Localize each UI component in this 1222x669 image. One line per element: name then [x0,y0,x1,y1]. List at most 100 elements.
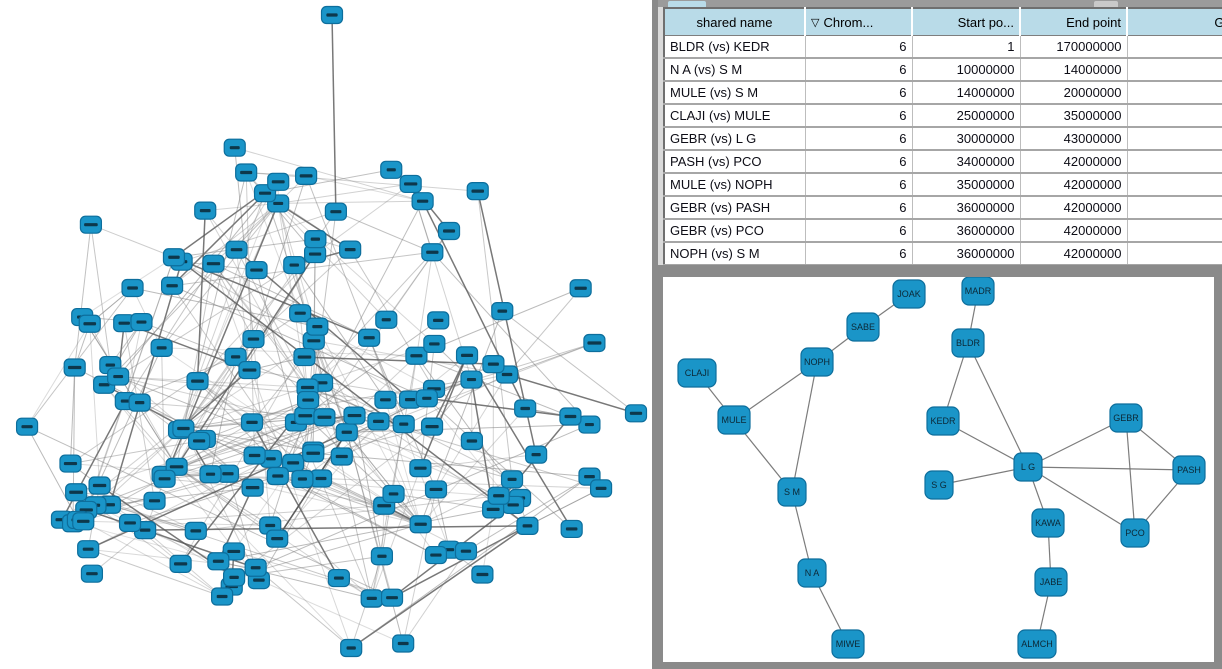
network-edge[interactable] [313,452,590,478]
network-edge[interactable] [26,287,133,427]
network-edge[interactable] [176,421,297,468]
network-overview-graph[interactable] [0,0,652,669]
network-edge[interactable] [277,203,309,401]
network-edge[interactable] [346,431,422,525]
table-cell[interactable]: 42000000 [1020,173,1128,197]
network-edge[interactable] [176,466,352,649]
table-cell[interactable]: CLAJI (vs) MULE [664,104,806,128]
network-edge[interactable] [249,369,427,399]
column-header-chrom[interactable]: ▽ Chrom... [805,8,913,36]
network-edge[interactable] [109,487,253,506]
table-cell[interactable]: GEBR (vs) PCO [664,219,806,243]
network-edge[interactable] [321,382,513,480]
table-cell[interactable]: 36000000 [912,196,1021,220]
table-cell[interactable]: 9.9 [1127,242,1222,266]
network-node-SM[interactable] [777,477,807,507]
scrollbar-thumb[interactable] [668,1,706,7]
network-edge[interactable] [26,426,393,599]
network-edge[interactable] [103,203,279,386]
network-edge[interactable] [234,147,423,202]
network-edge[interactable] [26,323,91,427]
panel-divider[interactable] [652,0,658,265]
network-edge[interactable] [527,487,602,527]
table-cell[interactable]: 6 [805,81,913,105]
network-edge[interactable] [81,316,178,468]
network-edge[interactable] [117,264,295,377]
table-cell[interactable]: 14000000 [1020,58,1128,82]
table-row[interactable]: N A (vs) S M610000000140000006.6 [664,58,1222,82]
table-row[interactable]: CLAJI (vs) MULE625000000350000005.9 [664,104,1222,128]
table-cell[interactable]: 30000000 [912,127,1021,151]
network-node-LG[interactable] [1013,452,1043,482]
table-cell[interactable]: BLDR (vs) KEDR [664,35,806,59]
network-edge[interactable] [178,340,315,431]
network-edge[interactable] [313,342,595,452]
table-cell[interactable]: 42000000 [1020,242,1128,266]
table-cell[interactable]: GEBR (vs) L G [664,127,806,151]
filter-icon[interactable]: ▽ [811,16,820,29]
network-edge[interactable] [197,253,316,382]
table-cell[interactable]: 1 [912,35,1021,59]
network-edge[interactable] [466,354,573,530]
table-cell[interactable]: 36000000 [912,242,1021,266]
network-edge[interactable] [81,316,178,468]
network-edge[interactable] [368,337,450,550]
scrollbar-fragment[interactable] [1094,1,1118,7]
network-edge[interactable] [393,493,494,510]
network-edge[interactable] [251,422,340,579]
network-edge-BLDR-LG[interactable] [967,342,1029,468]
network-edge[interactable] [506,373,637,415]
network-edge[interactable] [178,192,266,431]
table-cell[interactable]: 35000000 [1020,104,1128,128]
network-edge[interactable] [346,431,422,525]
network-node-KAWA[interactable] [1031,508,1065,538]
network-edge[interactable] [218,504,514,562]
table-row[interactable]: PASH (vs) PCO6340000004200000011.4 [664,150,1222,174]
table-cell[interactable]: NOPH (vs) S M [664,242,806,266]
network-edge[interactable] [481,509,494,575]
network-edge[interactable] [176,399,411,468]
table-cell[interactable]: 6 [805,58,913,82]
network-edge[interactable] [371,467,421,599]
network-edge[interactable] [277,203,435,345]
network-edge[interactable] [350,525,528,649]
table-row[interactable]: GEBR (vs) L G6300000004300000016.9 [664,127,1222,151]
table-cell[interactable]: 8.9 [1127,196,1222,220]
table-cell[interactable]: 42000000 [1020,219,1128,243]
network-edge[interactable] [346,432,404,644]
network-edge[interactable] [176,466,271,526]
table-row[interactable]: GEBR (vs) PASH636000000420000008.9 [664,196,1222,220]
network-edge[interactable] [331,14,337,212]
network-edge[interactable] [402,489,437,644]
network-edge[interactable] [465,476,590,552]
column-header-genetic[interactable]: Genetic... [1127,8,1222,36]
network-edge[interactable] [178,203,279,431]
table-cell[interactable]: 170000000 [1020,35,1128,59]
network-edge[interactable] [171,285,294,464]
network-detail-canvas[interactable]: JOAK SABE NOPH CLAJI MULE S M N A MIWE MADR BLDR K… [663,277,1214,662]
network-edge[interactable] [90,224,175,258]
network-overview-panel[interactable] [0,0,652,669]
network-edge[interactable] [109,261,183,505]
table-row[interactable]: NOPH (vs) S M636000000420000009.9 [664,242,1222,266]
network-edge[interactable] [431,355,468,427]
network-edge[interactable] [210,356,237,475]
network-edge[interactable] [341,374,508,457]
table-cell[interactable]: 6 [805,219,913,243]
network-edge[interactable] [255,567,352,649]
column-header-endpoint[interactable]: End point [1020,8,1128,36]
network-edge[interactable] [176,356,237,468]
table-cell[interactable]: MULE (vs) S M [664,81,806,105]
network-node-ALMCH[interactable] [1017,629,1057,659]
network-edge[interactable] [213,263,308,388]
network-edge[interactable] [346,431,513,480]
network-node-SABE[interactable] [846,312,880,342]
network-edge[interactable] [213,263,348,433]
network-edge[interactable] [130,505,385,524]
network-edge[interactable] [74,224,92,368]
network-edge[interactable] [277,202,351,251]
network-edge[interactable] [236,249,250,371]
network-edge[interactable] [83,520,271,527]
network-edge[interactable] [195,495,499,532]
network-edge[interactable] [171,285,428,399]
